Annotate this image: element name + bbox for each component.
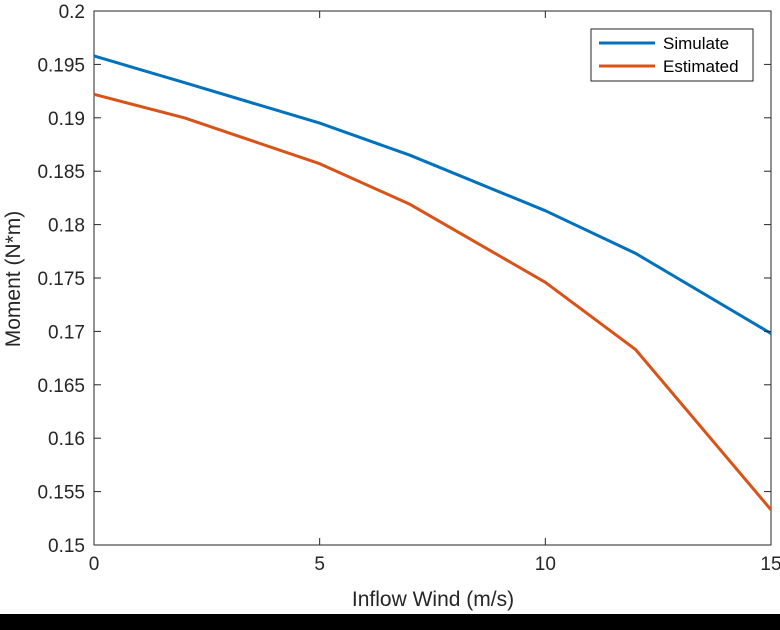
plot-area bbox=[93, 10, 772, 546]
series-line-2 bbox=[93, 92, 773, 511]
series-layer bbox=[93, 54, 773, 511]
y-tick-label: 0.165 bbox=[37, 376, 85, 397]
line-chart: 0 5 10 15 0.15 0.155 0.16 0.165 0.17 0.175 0.18 0.1… bbox=[2, 2, 780, 611]
series-line-1 bbox=[93, 54, 772, 335]
legend-label: Estimated bbox=[663, 57, 739, 76]
legend: Simulate Estimated bbox=[590, 28, 754, 82]
legend-label: Simulate bbox=[663, 34, 729, 53]
x-tick-label: 15 bbox=[760, 554, 780, 575]
y-tick-label: 0.175 bbox=[37, 269, 85, 290]
axes-box bbox=[93, 10, 772, 546]
y-axis-title: Moment (N*m) bbox=[2, 211, 25, 348]
y-tick-label: 0.155 bbox=[37, 483, 85, 504]
y-tick-label: 0.195 bbox=[37, 55, 85, 76]
y-tick-label: 0.16 bbox=[48, 429, 85, 450]
y-tick-label: 0.2 bbox=[59, 2, 85, 23]
y-tick-label: 0.17 bbox=[48, 322, 85, 343]
bottom-bar bbox=[0, 614, 780, 630]
y-tick-label: 0.15 bbox=[48, 536, 85, 557]
y-tick-label: 0.19 bbox=[48, 109, 85, 130]
x-tick-label: 5 bbox=[314, 554, 325, 575]
y-tick-label: 0.185 bbox=[37, 162, 85, 183]
legend-box bbox=[590, 28, 754, 82]
x-tick-label: 10 bbox=[535, 554, 556, 575]
x-axis-title: Inflow Wind (m/s) bbox=[352, 588, 514, 611]
ticks-layer: 0 5 10 15 0.15 0.155 0.16 0.165 0.17 0.175 0.18 0.1… bbox=[37, 2, 780, 575]
x-tick-label: 0 bbox=[89, 554, 100, 575]
y-tick-label: 0.18 bbox=[48, 216, 85, 237]
